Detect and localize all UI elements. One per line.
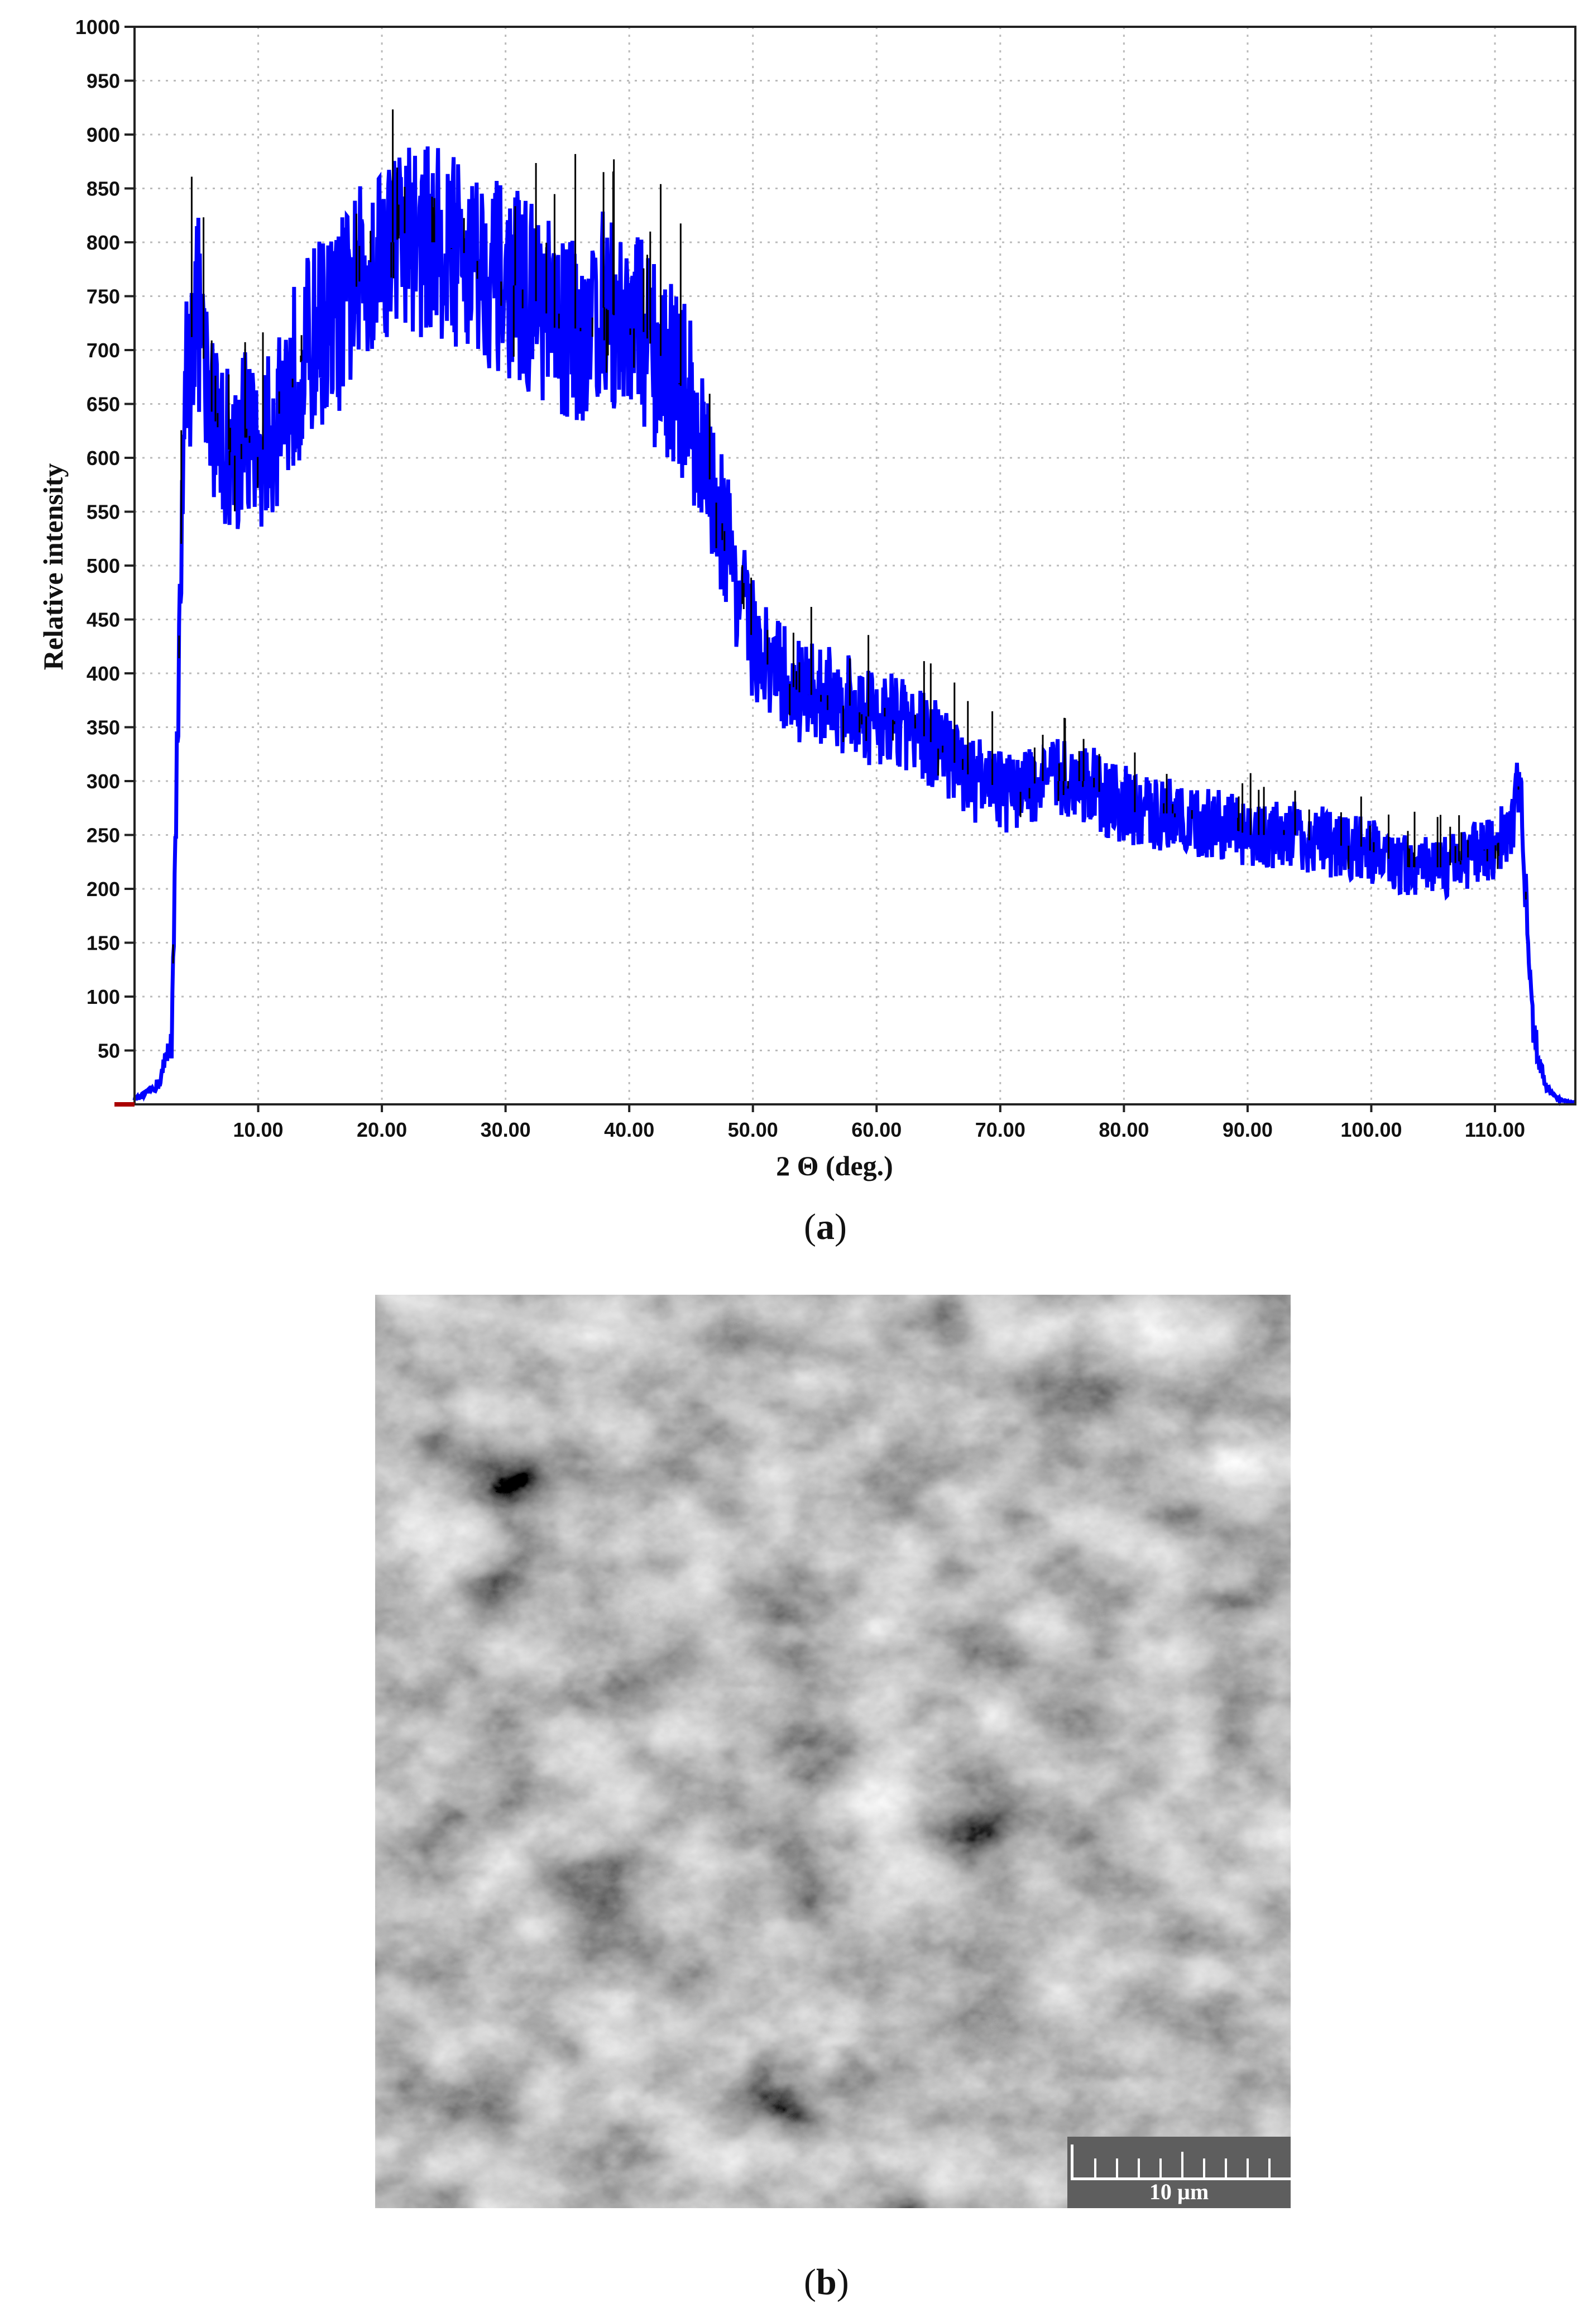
y-tick-label: 100: [87, 985, 120, 1008]
scale-tick: [1159, 2158, 1162, 2177]
y-tick-label: 150: [87, 932, 120, 955]
scale-bar: 10 µm: [1067, 2137, 1291, 2208]
x-tick-label: 30.00: [481, 1118, 531, 1141]
y-tick-label: 900: [87, 123, 120, 146]
y-tick-label: 550: [87, 501, 120, 524]
y-tick-label: 300: [87, 770, 120, 793]
y-tick-label: 800: [87, 231, 120, 254]
y-tick-label: 950: [87, 70, 120, 93]
x-tick-label: 40.00: [604, 1118, 654, 1141]
x-tick-label: 70.00: [975, 1118, 1025, 1141]
x-tick-label: 100.00: [1340, 1118, 1402, 1141]
scale-tick: [1268, 2158, 1271, 2177]
y-tick-label: 1000: [75, 16, 120, 39]
y-tick-label: 350: [87, 716, 120, 739]
caption-a: (a): [804, 1207, 847, 1247]
scale-tick: [1181, 2152, 1183, 2177]
scale-tick: [1094, 2158, 1096, 2177]
x-tick-label: 60.00: [851, 1118, 902, 1141]
y-tick-label: 400: [87, 662, 120, 685]
scale-tick: [1138, 2158, 1140, 2177]
scale-tick: [1247, 2158, 1249, 2177]
x-tick-label: 50.00: [728, 1118, 778, 1141]
plot-series: [132, 109, 1576, 1107]
x-tick-label: 110.00: [1465, 1118, 1525, 1141]
y-tick-label: 200: [87, 878, 120, 901]
series-spikes: [172, 109, 1527, 964]
grid: [135, 26, 1575, 1104]
x-tick-label: 90.00: [1223, 1118, 1273, 1141]
x-tick-label: 80.00: [1099, 1118, 1149, 1141]
xrd-chart: 50 100 150 200 250 300 350 400 450 500 550 600 650 70…: [37, 16, 1576, 1181]
caption-b: (b): [804, 2262, 849, 2303]
scale-tick: [1116, 2158, 1118, 2177]
x-tick-label: 10.00: [233, 1118, 283, 1141]
x-axis-label: 2 Θ (deg.): [776, 1150, 893, 1181]
sem-micrograph: 10 µm: [375, 1295, 1291, 2208]
y-tick-label: 250: [87, 824, 120, 847]
y-axis-label: Relative intensity: [37, 463, 69, 671]
y-tick-label: 700: [87, 339, 120, 362]
y-tick-label: 750: [87, 285, 120, 308]
y-tick-label: 600: [87, 447, 120, 470]
scale-tick: [1203, 2158, 1205, 2177]
y-tick-label: 850: [87, 178, 120, 200]
series-line: [132, 146, 1576, 1107]
y-tick-label: 500: [87, 554, 120, 577]
scale-tick: [1225, 2158, 1227, 2177]
y-tick-label: 650: [87, 393, 120, 416]
x-tick-label: 20.00: [357, 1118, 407, 1141]
y-tick-label: 450: [87, 609, 120, 631]
y-axis-ticks: 50 100 150 200 250 300 350 400 450 500 550 600 650 70…: [75, 16, 135, 1062]
x-axis-ticks: 10.00 20.00 30.00 40.00 50.00 60.00 70.00 80.00…: [114, 1102, 1525, 1141]
y-tick-label: 50: [98, 1040, 120, 1062]
scale-label: 10 µm: [1149, 2179, 1209, 2204]
